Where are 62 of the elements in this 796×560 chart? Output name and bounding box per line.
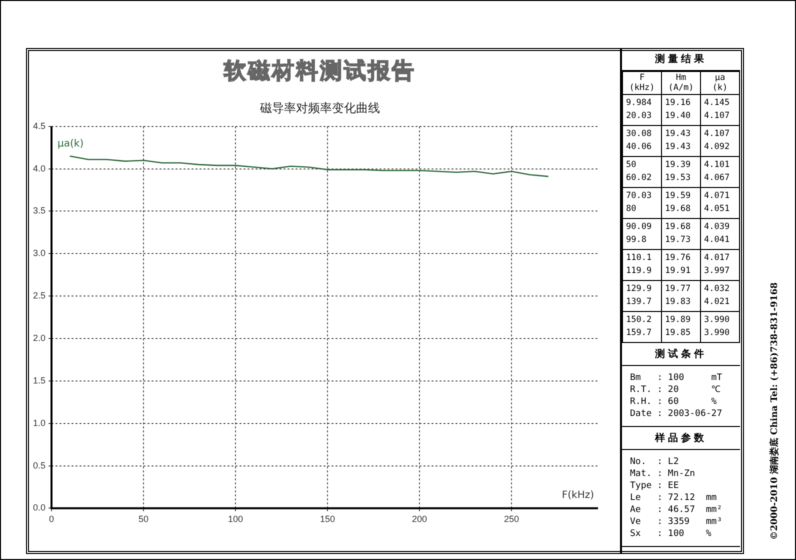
- x-tick-label: 150: [320, 514, 336, 524]
- x-tick-label: 100: [228, 514, 244, 524]
- text: 9.984 20.03: [626, 98, 652, 121]
- text: R.H. : 60 %: [630, 397, 717, 407]
- text: 110.1 119.9: [626, 253, 652, 276]
- text: 4.101 4.067: [704, 160, 730, 183]
- text: Date : 2003-06-27: [630, 409, 722, 419]
- text: 30.08 40.06: [626, 129, 652, 152]
- text: 19.77 19.83: [665, 284, 691, 307]
- text: 90.09 99.8: [626, 222, 652, 245]
- x-tick-label: 50: [138, 514, 149, 524]
- x-tick-label: 0: [49, 514, 54, 524]
- y-tick-label: 4.5: [32, 120, 46, 131]
- text: 70.03 80: [626, 191, 652, 214]
- chart-subtitle: 磁导率对频率变化曲线: [259, 100, 381, 117]
- text: Type : EE: [630, 481, 679, 491]
- x-axis-title: F(kHz): [562, 490, 594, 502]
- y-tick-label: 4.0: [32, 163, 46, 174]
- text: 19.43 19.43: [665, 129, 691, 152]
- text: ©2000-2010 湖南娄底 China Tel: (+86)738-831-9168: [768, 282, 781, 540]
- text: R.T. : 20 ℃: [630, 385, 720, 395]
- text: No. : L2: [630, 457, 679, 467]
- text: 4.032 4.021: [704, 284, 730, 307]
- text: 150.2 159.7: [626, 315, 652, 338]
- text: 19.39 19.53: [665, 160, 691, 183]
- text: Ae : 46.57 mm²: [630, 505, 722, 515]
- text: 3.990 3.990: [704, 315, 730, 338]
- y-tick-label: 1.5: [32, 375, 46, 386]
- text: 19.16 19.40: [665, 98, 691, 121]
- text: 4.107 4.092: [704, 129, 730, 152]
- text: 50 60.02: [626, 160, 652, 183]
- text: 测试条件: [622, 343, 740, 366]
- text: 4.071 4.051: [704, 191, 730, 214]
- text: 19.76 19.91: [665, 253, 691, 276]
- text: 4.017 3.997: [704, 253, 730, 276]
- x-tick-label: 200: [412, 514, 428, 524]
- text: 4.039 4.041: [704, 222, 730, 245]
- y-tick-label: 1.0: [32, 418, 46, 428]
- y-axis-title: μa(k): [58, 138, 84, 150]
- text: Sx : 100 %: [630, 529, 712, 539]
- text: 19.68 19.73: [665, 222, 691, 245]
- text: Ve : 3359 mm³: [630, 517, 722, 527]
- category-label: F (kHz): [622, 72, 662, 94]
- y-tick-label: 3.0: [32, 248, 46, 258]
- text: Mat. : Mn-Zn: [630, 469, 696, 479]
- text: 样品参数: [622, 427, 740, 450]
- text: 19.89 19.85: [665, 315, 691, 338]
- text: Bm : 100 mT: [630, 373, 722, 383]
- text: 测量结果: [622, 48, 740, 71]
- text: 4.145 4.107: [704, 98, 730, 121]
- text: 129.9 139.7: [626, 284, 652, 307]
- text: Le : 72.12 mm: [630, 493, 717, 503]
- y-tick-label: 0.0: [32, 502, 46, 513]
- category-label: Hm (A/m): [662, 72, 700, 94]
- y-tick-label: 2.0: [32, 332, 46, 343]
- x-tick-label: 250: [504, 514, 520, 524]
- category-label: μa (k): [700, 72, 740, 94]
- y-tick-label: 3.5: [32, 206, 46, 216]
- chart-title: 软磁材料测试报告: [222, 58, 417, 86]
- y-tick-label: 0.5: [32, 460, 46, 470]
- text: 19.59 19.68: [665, 191, 691, 214]
- y-tick-label: 2.5: [32, 290, 46, 301]
